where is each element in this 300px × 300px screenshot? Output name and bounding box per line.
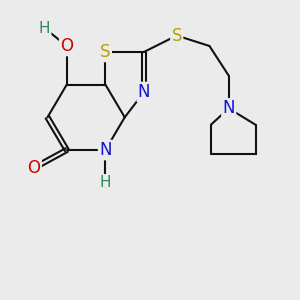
Text: N: N xyxy=(99,141,112,159)
Text: S: S xyxy=(172,27,182,45)
Text: S: S xyxy=(100,43,111,61)
Text: H: H xyxy=(100,175,111,190)
Text: O: O xyxy=(28,159,40,177)
Text: N: N xyxy=(223,99,235,117)
Text: O: O xyxy=(60,37,73,55)
Text: N: N xyxy=(138,83,150,101)
Text: H: H xyxy=(39,21,50,36)
